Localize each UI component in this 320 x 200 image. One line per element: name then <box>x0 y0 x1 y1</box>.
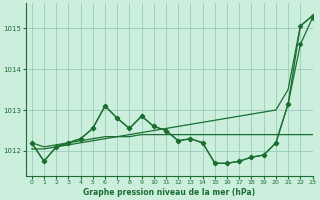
X-axis label: Graphe pression niveau de la mer (hPa): Graphe pression niveau de la mer (hPa) <box>83 188 255 197</box>
